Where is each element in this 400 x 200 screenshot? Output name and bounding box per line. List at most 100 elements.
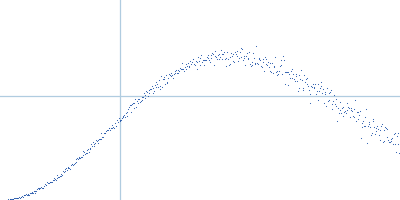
Point	[42, 182, 48, 185]
Point	[183, 67, 190, 71]
Point	[200, 64, 207, 67]
Point	[130, 106, 137, 109]
Point	[20, 195, 26, 198]
Point	[156, 79, 162, 82]
Point	[85, 148, 91, 151]
Point	[142, 96, 148, 99]
Point	[191, 63, 197, 66]
Point	[100, 135, 106, 139]
Point	[112, 122, 118, 125]
Point	[277, 65, 283, 68]
Point	[288, 67, 295, 71]
Point	[7, 198, 14, 200]
Point	[362, 115, 369, 119]
Point	[144, 90, 150, 93]
Point	[32, 190, 39, 193]
Point	[275, 72, 282, 75]
Point	[225, 57, 231, 60]
Point	[60, 169, 66, 172]
Point	[319, 92, 326, 95]
Point	[289, 76, 296, 79]
Point	[131, 102, 138, 105]
Point	[282, 82, 288, 85]
Point	[302, 81, 308, 84]
Point	[160, 77, 166, 80]
Point	[200, 59, 206, 62]
Point	[68, 162, 75, 166]
Point	[146, 88, 152, 92]
Point	[358, 136, 364, 139]
Point	[58, 174, 64, 177]
Point	[255, 57, 262, 61]
Point	[50, 178, 57, 181]
Point	[229, 55, 235, 58]
Point	[306, 101, 313, 105]
Point	[367, 126, 373, 129]
Point	[103, 129, 109, 132]
Point	[186, 64, 192, 67]
Point	[128, 104, 134, 107]
Point	[284, 70, 290, 73]
Point	[358, 122, 365, 125]
Point	[388, 139, 394, 142]
Point	[218, 49, 224, 52]
Point	[316, 89, 322, 92]
Point	[82, 151, 89, 155]
Point	[299, 86, 306, 89]
Point	[45, 182, 51, 185]
Point	[267, 61, 274, 65]
Point	[88, 143, 94, 146]
Point	[65, 165, 72, 169]
Point	[22, 194, 28, 197]
Point	[253, 44, 260, 47]
Point	[337, 108, 344, 111]
Point	[53, 179, 59, 182]
Point	[173, 69, 179, 72]
Point	[64, 167, 71, 170]
Point	[102, 132, 108, 135]
Point	[49, 181, 55, 184]
Point	[114, 119, 120, 122]
Point	[59, 173, 66, 176]
Point	[249, 63, 256, 66]
Point	[274, 73, 280, 76]
Point	[98, 132, 105, 135]
Point	[90, 141, 96, 144]
Point	[198, 54, 204, 57]
Point	[223, 64, 230, 68]
Point	[353, 120, 359, 123]
Point	[132, 97, 138, 100]
Point	[363, 107, 370, 111]
Point	[68, 163, 74, 167]
Point	[158, 74, 164, 77]
Point	[112, 124, 119, 127]
Point	[164, 80, 171, 83]
Point	[344, 109, 350, 112]
Point	[37, 187, 44, 190]
Point	[377, 138, 384, 142]
Point	[250, 51, 256, 54]
Point	[336, 101, 343, 104]
Point	[101, 132, 107, 135]
Point	[293, 73, 300, 76]
Point	[217, 55, 223, 58]
Point	[189, 61, 195, 64]
Point	[241, 56, 248, 60]
Point	[213, 55, 219, 58]
Point	[72, 161, 79, 164]
Point	[168, 75, 174, 78]
Point	[81, 151, 88, 154]
Point	[141, 92, 147, 95]
Point	[234, 49, 240, 52]
Point	[135, 101, 142, 104]
Point	[170, 76, 176, 79]
Point	[109, 124, 116, 127]
Point	[106, 127, 112, 130]
Point	[214, 57, 220, 61]
Point	[260, 61, 266, 64]
Point	[239, 48, 245, 51]
Point	[50, 178, 56, 181]
Point	[303, 76, 310, 79]
Point	[208, 54, 215, 57]
Point	[13, 197, 19, 200]
